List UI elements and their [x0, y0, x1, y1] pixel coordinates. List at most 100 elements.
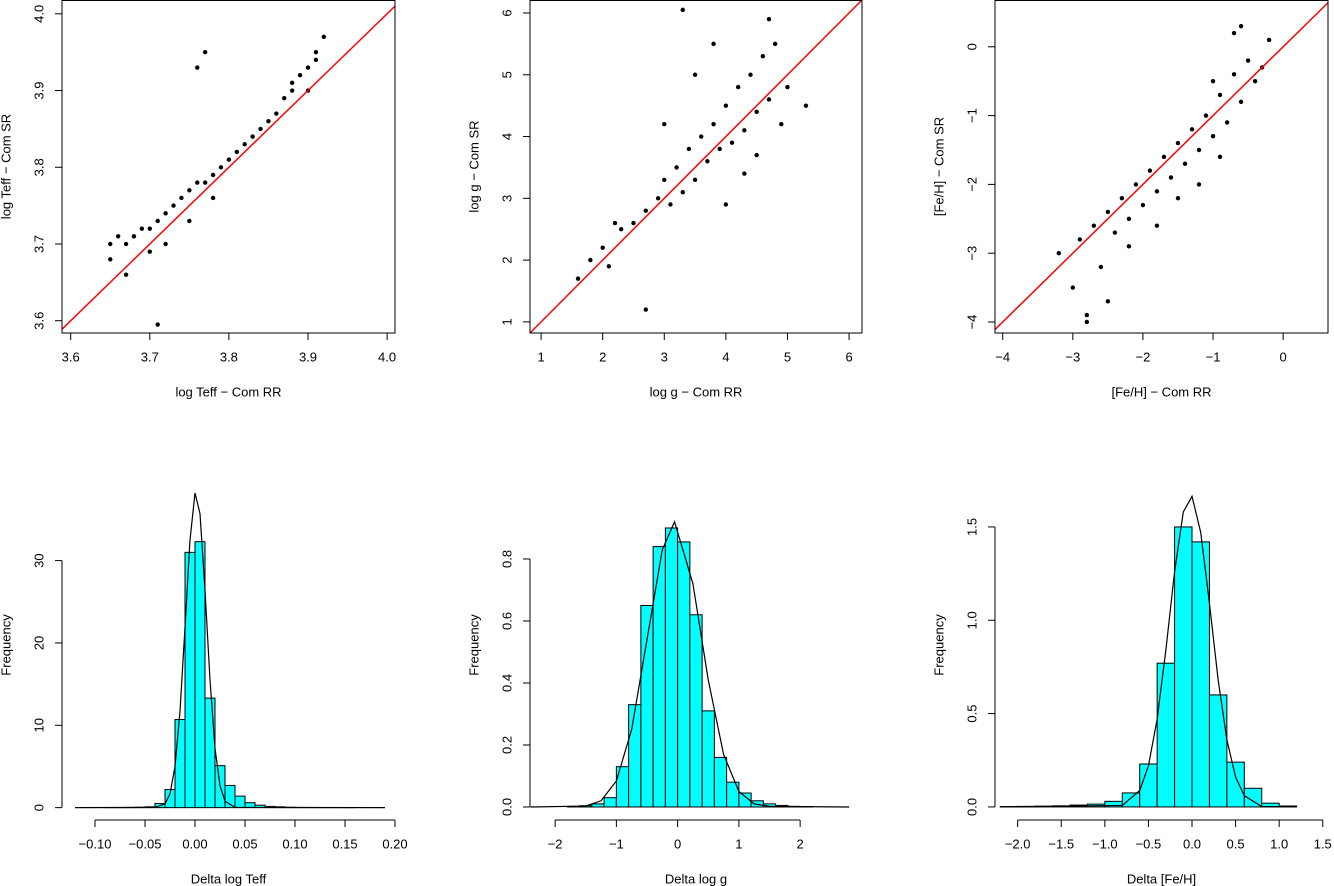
point	[643, 208, 648, 213]
point	[1105, 209, 1111, 215]
point	[686, 146, 692, 152]
point	[187, 218, 192, 224]
x-tick-label: 2	[797, 836, 804, 851]
x-tick-label: 2	[599, 349, 606, 364]
x-tick-label: 3.8	[220, 349, 238, 364]
point	[1126, 216, 1132, 221]
y-axis-label: log Teff − Com SR	[0, 114, 13, 219]
point	[274, 111, 279, 116]
point	[1231, 30, 1237, 36]
point	[1091, 223, 1097, 228]
y-tick-label: 5	[499, 71, 514, 78]
point	[1084, 319, 1090, 325]
x-tick-label: −1.0	[1092, 836, 1118, 851]
y-axis-label: Frequency	[0, 614, 13, 676]
bar	[1174, 526, 1193, 808]
point	[305, 65, 311, 70]
point	[1182, 161, 1188, 166]
point	[1112, 230, 1118, 235]
point	[643, 307, 648, 312]
point	[692, 72, 698, 77]
y-tick-label: 0.6	[499, 612, 514, 630]
x-tick-label: 3.6	[62, 349, 80, 364]
point	[760, 54, 766, 59]
point	[131, 234, 137, 239]
y-tick-label: 0.2	[499, 736, 514, 754]
point	[674, 165, 679, 170]
bar	[1208, 694, 1228, 808]
plot-box	[61, 0, 396, 334]
point	[1245, 58, 1251, 63]
bar	[194, 541, 206, 809]
point	[766, 97, 772, 102]
point	[202, 180, 208, 185]
y-tick-label: 1.0	[964, 611, 979, 629]
y-tick-label: 4	[499, 133, 514, 140]
y-tick-label: 0	[31, 804, 46, 811]
x-tick-label: 0	[674, 836, 681, 851]
point	[163, 241, 168, 247]
point	[717, 146, 722, 152]
x-tick-label: 3	[661, 349, 668, 364]
point	[226, 157, 232, 162]
x-tick-label: −0.05	[129, 836, 162, 851]
bar	[1121, 792, 1141, 808]
x-tick-label: 1.5	[1314, 836, 1332, 851]
point	[1161, 154, 1167, 160]
bar	[1191, 541, 1210, 808]
bar	[174, 719, 186, 809]
fit-curve	[74, 492, 386, 809]
point	[1210, 134, 1216, 139]
y-axis-label: Frequency	[931, 614, 946, 676]
point	[108, 241, 113, 247]
point	[313, 49, 319, 55]
point	[631, 220, 636, 226]
plot-box	[529, 0, 863, 334]
y-tick-label: 0.4	[499, 674, 514, 692]
point	[1224, 120, 1230, 125]
point	[187, 188, 192, 193]
y-tick-label: 0.8	[499, 550, 514, 568]
point	[735, 84, 741, 90]
y-axis-label: [Fe/H] − Com SR	[931, 117, 946, 216]
x-tick-label: 0.5	[1227, 836, 1245, 851]
y-tick-label: 2	[499, 256, 514, 263]
x-tick-label: −2.0	[1005, 836, 1031, 851]
point	[711, 41, 716, 47]
point	[1217, 154, 1223, 160]
y-tick-label: 3.8	[31, 158, 46, 176]
point	[723, 103, 729, 108]
panel: −4 −3 −2 −1 0 −4 −3 −2 −1 0 [Fe/H] − Com RR [Fe/H] …	[931, 0, 1329, 399]
point	[195, 180, 200, 185]
point	[1238, 99, 1244, 105]
point	[1189, 127, 1195, 132]
point	[1203, 113, 1209, 118]
point	[289, 88, 295, 93]
x-tick-label: −1.5	[1048, 836, 1074, 851]
point	[1070, 285, 1076, 290]
x-tick-label: 0.0	[1183, 836, 1201, 851]
x-tick-label: 0.15	[332, 836, 357, 851]
bar	[1226, 761, 1245, 808]
bar	[234, 795, 246, 809]
y-tick-label: 0.5	[964, 705, 979, 723]
x-tick-label: 0	[1280, 349, 1287, 364]
y-tick-label: 3.6	[31, 312, 46, 330]
y-tick-label: −4	[964, 315, 979, 330]
point	[1133, 182, 1139, 187]
y-tick-label: 20	[31, 636, 46, 650]
point	[692, 177, 698, 182]
point	[655, 196, 661, 201]
x-axis-label: [Fe/H] − Com RR	[1111, 384, 1211, 399]
point	[785, 84, 790, 90]
bar	[652, 546, 666, 808]
y-tick-label: 0.0	[964, 798, 979, 816]
point	[1210, 78, 1216, 84]
point	[147, 226, 152, 231]
y-tick-label: 0.0	[499, 798, 514, 816]
point	[195, 65, 200, 70]
bar	[1139, 763, 1158, 808]
bar	[204, 697, 216, 809]
point	[218, 165, 224, 170]
x-tick-label: 1	[735, 836, 742, 851]
